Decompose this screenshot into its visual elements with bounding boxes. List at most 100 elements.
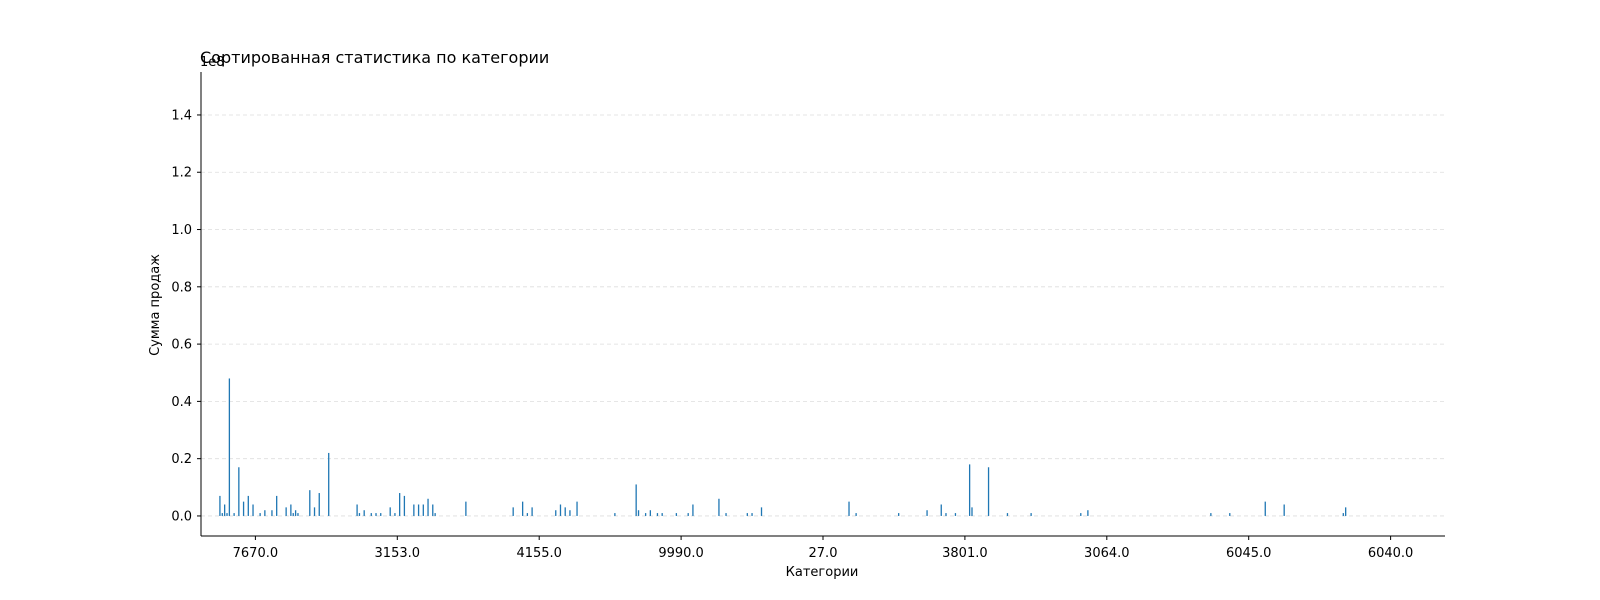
bar — [417, 504, 420, 516]
bar — [656, 513, 659, 516]
bar — [252, 504, 254, 516]
bar — [569, 510, 571, 516]
bar — [848, 501, 850, 516]
bar — [276, 495, 278, 516]
bar — [751, 513, 753, 516]
bar — [718, 498, 720, 516]
y-tick-label: 0.4 — [171, 395, 192, 410]
bar — [356, 504, 358, 516]
bar — [637, 510, 640, 516]
x-tick-label: 3153.0 — [375, 546, 421, 561]
bar — [644, 513, 647, 516]
bar — [389, 507, 391, 516]
chart-title: Сортированная статистика по категории — [200, 48, 549, 67]
y-tick-label: 0.8 — [171, 280, 192, 295]
bar — [226, 513, 228, 516]
bar — [675, 513, 678, 516]
bar — [328, 452, 330, 516]
bar — [403, 495, 406, 516]
bar — [1342, 513, 1344, 516]
bar — [940, 504, 942, 516]
bar — [318, 493, 320, 516]
bar — [746, 513, 748, 516]
x-tick-label: 3801.0 — [942, 546, 988, 561]
bar — [555, 510, 557, 516]
grid-lines — [201, 114, 1445, 517]
bar — [375, 513, 377, 516]
bar — [394, 513, 396, 516]
bar — [971, 507, 973, 516]
x-tick-label: 27.0 — [809, 546, 838, 561]
bar — [247, 495, 249, 516]
bar — [1210, 513, 1212, 516]
x-tick-label: 6040.0 — [1368, 546, 1414, 561]
bar — [427, 498, 429, 516]
bar — [635, 484, 637, 516]
bar — [309, 490, 311, 516]
bar — [285, 507, 287, 516]
bar — [945, 513, 947, 516]
y-tick-label: 1.4 — [171, 108, 192, 123]
bar — [413, 504, 415, 516]
x-tick-label: 6045.0 — [1226, 546, 1272, 561]
bar — [855, 513, 857, 516]
y-offset-label: 1e8 — [200, 55, 225, 70]
bar — [725, 513, 727, 516]
bar — [422, 504, 424, 516]
bar — [434, 513, 436, 516]
bar — [370, 513, 372, 516]
bar — [898, 513, 900, 516]
bar — [238, 467, 240, 516]
bar — [531, 507, 533, 516]
bar — [661, 513, 663, 516]
bar — [221, 513, 223, 516]
x-tick-label: 4155.0 — [516, 546, 562, 561]
bar — [1345, 507, 1347, 516]
bar — [926, 510, 928, 516]
x-tick-label: 9990.0 — [658, 546, 704, 561]
bar — [259, 513, 261, 516]
bar — [223, 504, 226, 516]
x-axis-label: Категории — [786, 565, 859, 580]
y-tick-label: 0.0 — [171, 509, 192, 524]
x-ticks: 7670.0 3153.0 4155.0 9990.0 27.0 3801.0 3064.0… — [233, 536, 1414, 561]
bar — [521, 501, 524, 516]
bar — [692, 504, 694, 516]
bar — [512, 507, 514, 516]
y-tick-label: 1.2 — [171, 166, 192, 181]
x-tick-label: 7670.0 — [233, 546, 279, 561]
bar — [649, 510, 652, 516]
bar — [564, 507, 566, 516]
bar — [968, 464, 971, 516]
bar — [271, 510, 273, 516]
bar — [292, 513, 294, 516]
bar — [1006, 513, 1009, 516]
bar — [228, 378, 231, 516]
bar — [219, 495, 221, 516]
bar — [242, 501, 245, 516]
bar — [465, 501, 467, 516]
bar — [1030, 513, 1032, 516]
bar — [687, 513, 689, 516]
bar — [399, 493, 401, 516]
bar — [297, 513, 299, 516]
bar — [290, 504, 292, 516]
bar — [526, 513, 529, 516]
bar — [363, 510, 365, 516]
bar — [1080, 513, 1082, 516]
bar — [380, 513, 382, 516]
y-tick-label: 0.6 — [171, 338, 192, 353]
bar — [1283, 504, 1285, 516]
y-tick-label: 0.2 — [171, 452, 192, 467]
bar — [954, 513, 957, 516]
x-tick-label: 3064.0 — [1084, 546, 1130, 561]
bar — [760, 507, 763, 516]
y-tick-label: 1.0 — [171, 223, 192, 238]
bars — [219, 378, 1347, 516]
bar — [1229, 513, 1231, 516]
bar — [432, 504, 434, 516]
bar — [233, 513, 235, 516]
bar — [987, 467, 990, 516]
axes — [200, 72, 1445, 537]
